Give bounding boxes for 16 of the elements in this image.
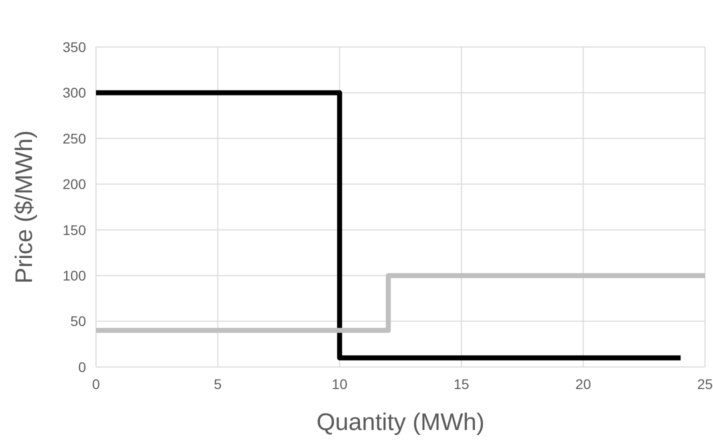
y-tick-label: 50: [70, 313, 86, 330]
x-tick-label: 5: [214, 376, 222, 392]
x-tick-label: 25: [697, 376, 713, 392]
x-tick-label: 10: [332, 376, 348, 392]
y-axis-title: Price ($/MWh): [11, 130, 38, 284]
y-tick-label: 0: [78, 358, 86, 375]
y-tick-label: 100: [62, 267, 86, 284]
x-tick-label: 0: [92, 376, 100, 392]
x-tick-label: 15: [454, 376, 470, 392]
y-tick-label: 150: [62, 222, 86, 238]
y-tick-label: 200: [62, 176, 86, 192]
y-tick-label: 350: [62, 38, 86, 55]
x-axis-title: Quantity (MWh): [316, 409, 485, 436]
x-tick-label: 20: [575, 376, 592, 392]
y-tick-label: 250: [62, 130, 86, 146]
y-tick-label: 300: [62, 84, 86, 101]
